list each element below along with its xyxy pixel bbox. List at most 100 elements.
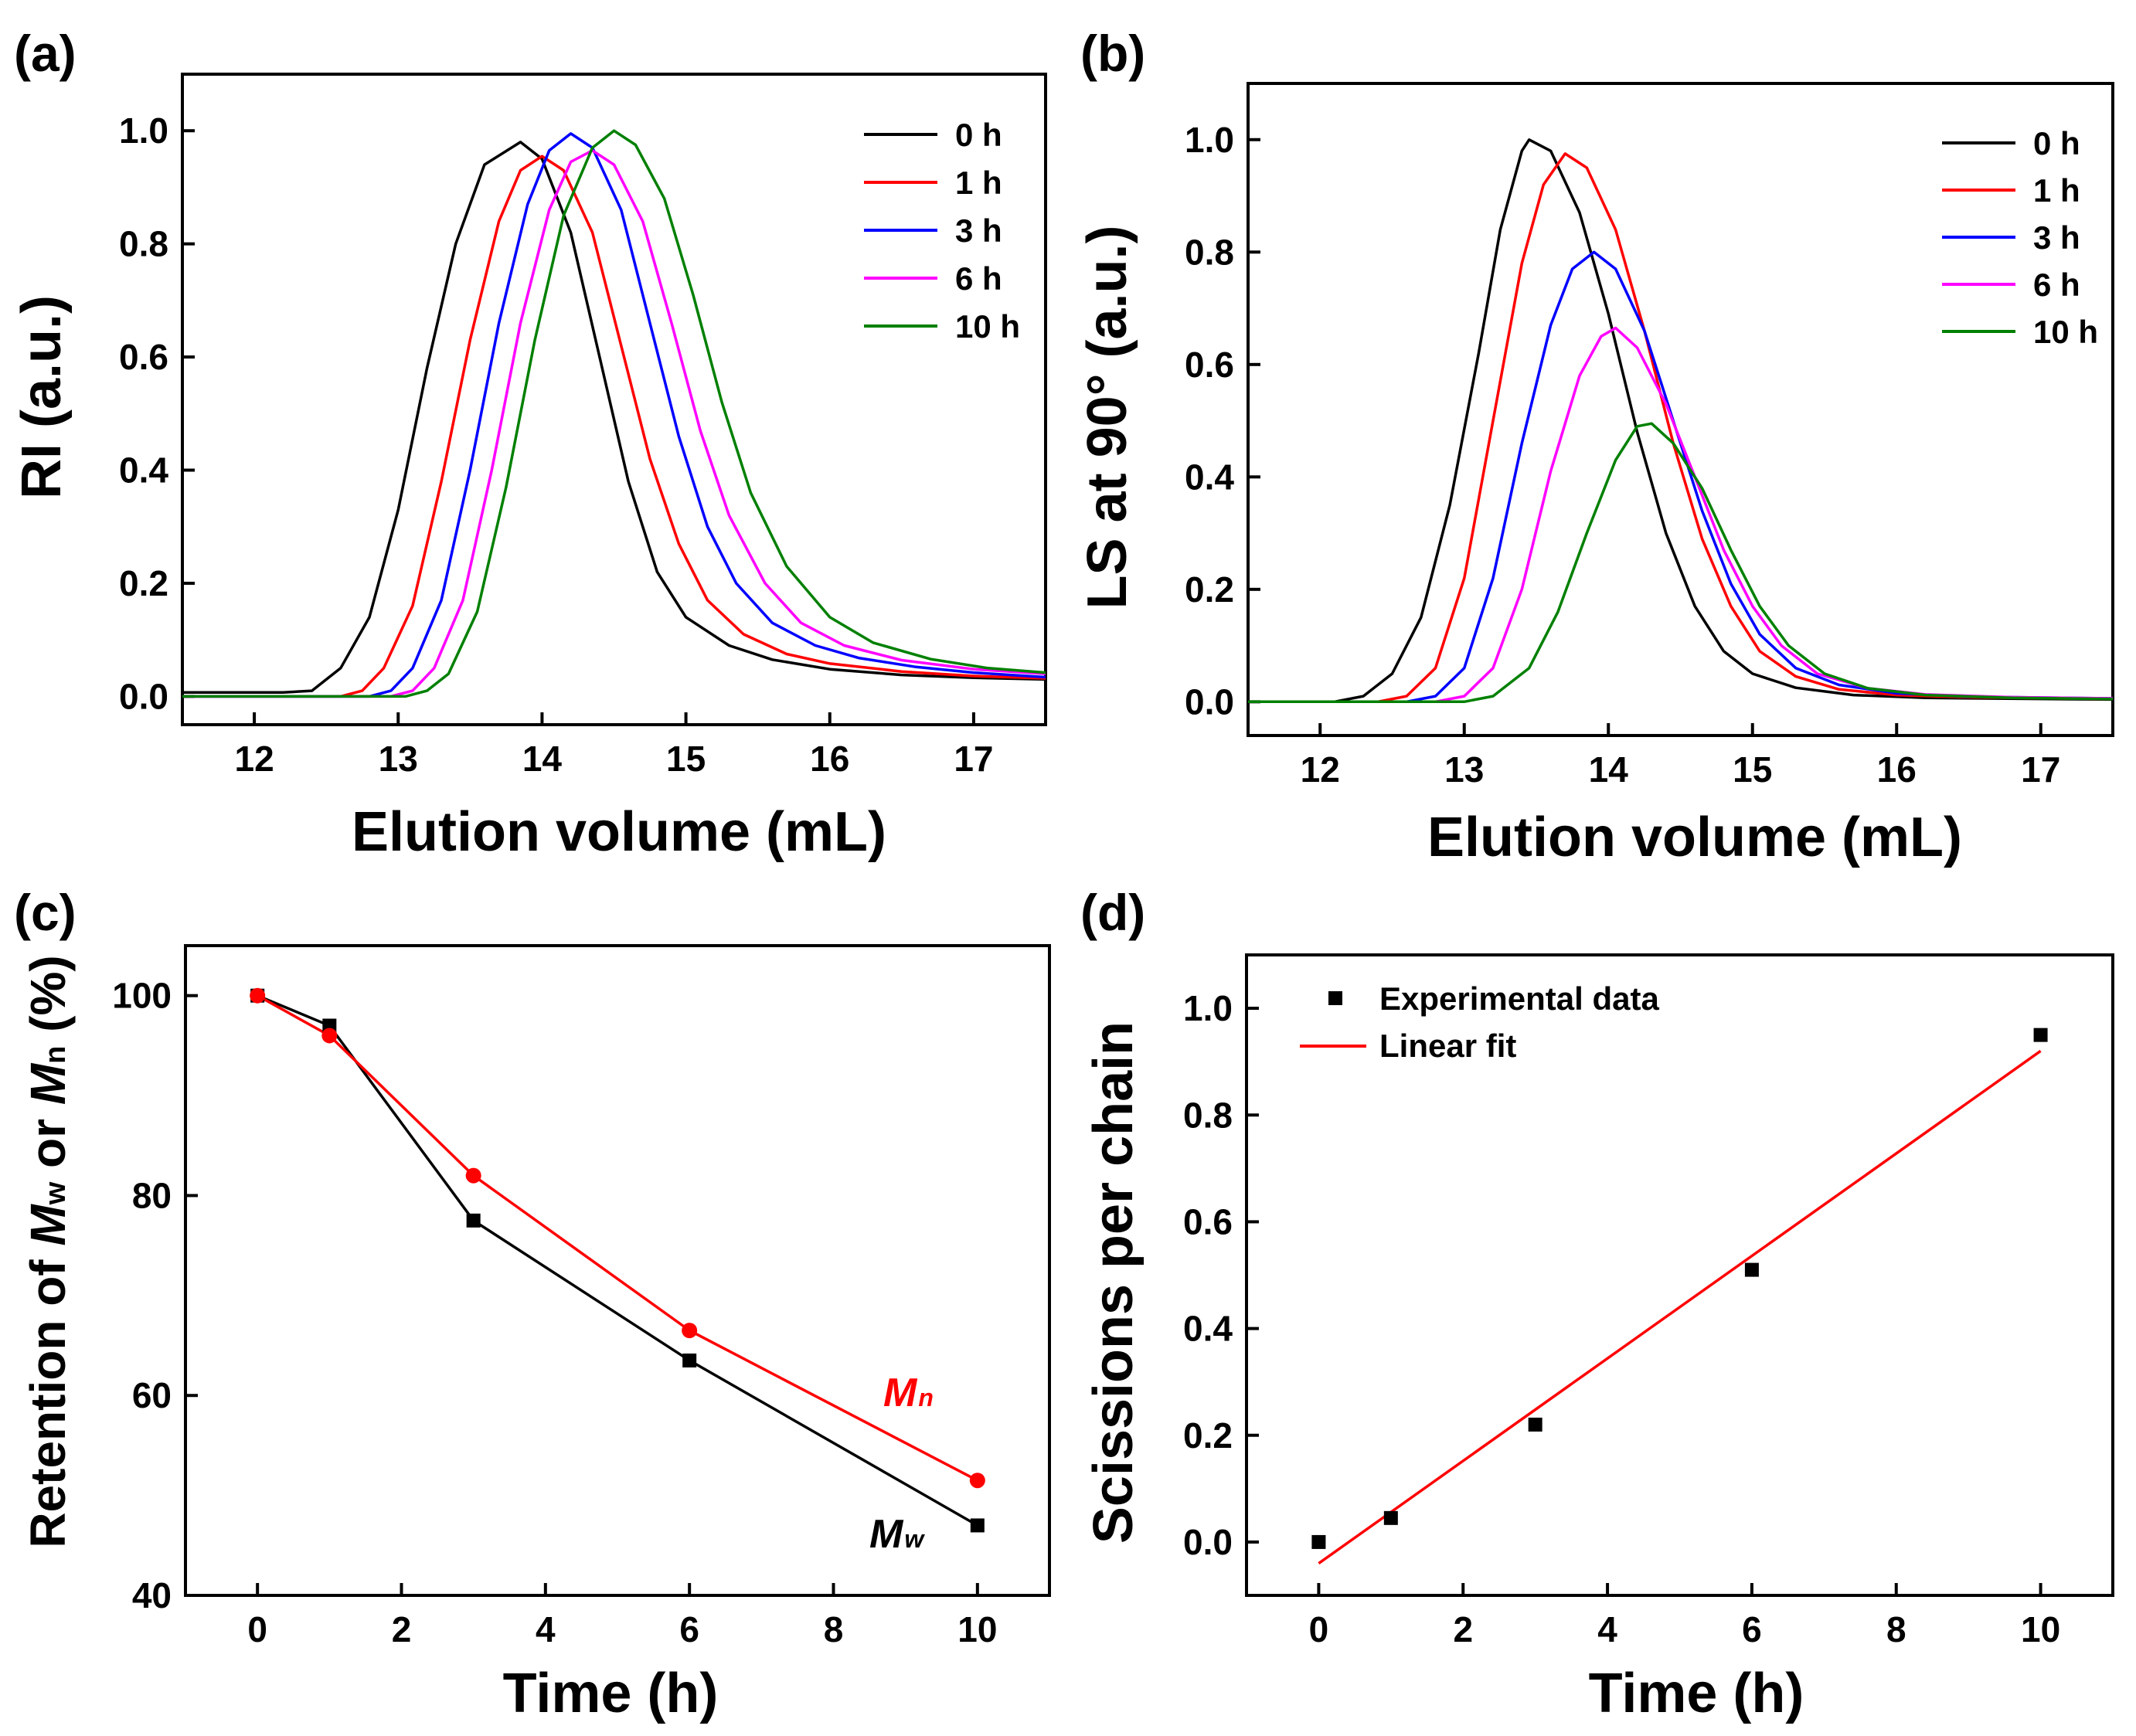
y-tick-label-d-0: 0.0 (1183, 1522, 1233, 1562)
panel-a: (a) Elution volume (mL) RI (a.u.) 12 13 14… (11, 25, 1047, 863)
legend-marker-d-0 (1328, 991, 1342, 1005)
point-d-1 (1383, 1510, 1398, 1525)
plot-frame-a (181, 73, 1047, 726)
panel-b-label: (b) (1080, 25, 1145, 82)
panel-a-ylabel: RI (a.u.) (11, 295, 73, 499)
annotation-mn-sub: n (918, 1384, 934, 1412)
annotation-mw: Mw (869, 1512, 925, 1557)
marker-c-0-3 (682, 1353, 697, 1367)
annotation-mn-main: M (883, 1371, 918, 1415)
panel-c: (c) Time (h) Retention of Mw or Mn (%) 0… (14, 884, 1051, 1724)
x-tick-label-c-3: 6 (679, 1609, 699, 1649)
fit-line-d (1318, 1049, 2042, 1564)
legend-label-b-4: 10 h (2033, 314, 2098, 350)
marker-c-0-2 (466, 1213, 481, 1228)
ylabel-part-pct: (%) (20, 955, 76, 1045)
x-tick-label-b-5: 17 (2021, 749, 2060, 790)
y-tick-label-b-4: 0.8 (1185, 232, 1234, 272)
legend-label-d-1: Linear fit (1379, 1028, 1516, 1064)
legend-label-a-4: 10 h (955, 308, 1020, 345)
y-tick-label-a-1: 0.2 (119, 563, 168, 603)
plot-frame-b (1247, 82, 2114, 737)
panel-a-plot: 12 13 14 15 16 17 0.0 0.2 0.4 0.6 0.8 1.0 0 h 1 h 3 h 6… (119, 73, 1047, 779)
legend-label-a-1: 1 h (955, 165, 1002, 201)
point-d-3 (1744, 1262, 1759, 1277)
marker-c-1-3 (682, 1323, 698, 1339)
x-tick-label-b-4: 16 (1877, 749, 1917, 790)
series-line-b-1 (1248, 152, 2114, 704)
x-tick-label-a-1: 13 (379, 739, 418, 779)
panel-b-plot: 12 13 14 15 16 17 0.0 0.2 0.4 0.6 0.8 1.0 0 h 1 h 3 h 6… (1185, 82, 2114, 790)
y-tick-label-d-4: 0.8 (1183, 1095, 1233, 1135)
y-tick-label-d-1: 0.2 (1183, 1415, 1233, 1456)
x-tick-label-d-3: 6 (1742, 1609, 1762, 1649)
panel-c-xlabel: Time (h) (503, 1663, 719, 1724)
legend-label-b-0: 0 h (2033, 125, 2080, 161)
legend-label-a-0: 0 h (955, 117, 1002, 153)
point-d-2 (1528, 1417, 1542, 1432)
legend-label-a-3: 6 h (955, 260, 1002, 297)
panel-d-plot: 0 2 4 6 8 10 0.0 0.2 0.4 0.6 0.8 1.0 Experimental da… (1183, 953, 2114, 1649)
series-line-a-2 (182, 132, 1046, 698)
series-line-b-0 (1248, 138, 2114, 704)
ylabel-part-n: n (39, 1046, 72, 1064)
x-tick-label-a-0: 12 (234, 739, 274, 779)
x-tick-label-d-4: 8 (1886, 1609, 1906, 1649)
marker-c-1-1 (321, 1028, 338, 1044)
panel-d-label: (d) (1080, 884, 1145, 941)
x-tick-label-b-2: 14 (1589, 749, 1629, 790)
x-tick-label-a-3: 15 (666, 739, 706, 779)
x-tick-label-d-0: 0 (1309, 1609, 1329, 1649)
series-line-a-4 (182, 129, 1046, 698)
marker-c-1-4 (969, 1473, 985, 1489)
x-tick-label-c-0: 0 (247, 1609, 267, 1649)
x-tick-label-d-1: 2 (1453, 1609, 1473, 1649)
point-d-4 (2033, 1028, 2048, 1042)
panel-c-ylabel: Retention of Mw or Mn (%) (20, 955, 76, 1547)
panel-a-xlabel: Elution volume (mL) (352, 801, 886, 863)
x-tick-label-c-4: 8 (824, 1609, 844, 1649)
y-tick-label-d-5: 1.0 (1183, 988, 1233, 1028)
y-tick-label-a-3: 0.6 (119, 337, 168, 377)
panel-c-label: (c) (14, 884, 77, 941)
x-tick-label-b-0: 12 (1301, 749, 1340, 790)
x-tick-label-d-5: 10 (2021, 1609, 2060, 1649)
y-tick-label-a-0: 0.0 (119, 676, 168, 716)
legend-label-b-2: 3 h (2033, 219, 2080, 256)
ylabel-part-m1: M (20, 1204, 76, 1246)
panel-b-ylabel: LS at 90° (a.u.) (1077, 226, 1138, 610)
y-tick-label-a-4: 0.8 (119, 224, 168, 264)
x-tick-label-c-2: 4 (536, 1609, 556, 1649)
series-line-b-2 (1248, 250, 2114, 704)
series-line-a-1 (182, 155, 1046, 698)
ylabel-part-retention: Retention of (20, 1246, 76, 1548)
legend-label-a-2: 3 h (955, 212, 1002, 249)
y-tick-label-d-3: 0.6 (1183, 1201, 1233, 1242)
point-d-0 (1311, 1534, 1326, 1549)
panel-a-label: (a) (14, 25, 77, 82)
y-tick-label-d-2: 0.4 (1183, 1309, 1233, 1349)
plot-frame-d (1245, 953, 2114, 1597)
ylabel-part-m2: M (20, 1062, 76, 1105)
y-tick-label-b-5: 1.0 (1185, 120, 1234, 160)
plot-frame-c (184, 944, 1051, 1597)
annotation-mw-sub: w (904, 1525, 925, 1553)
y-tick-label-b-1: 0.2 (1185, 569, 1234, 610)
x-tick-label-c-5: 10 (957, 1609, 997, 1649)
y-tick-label-a-5: 1.0 (119, 110, 168, 151)
annotation-mw-main: M (869, 1512, 904, 1557)
y-tick-label-c-1: 60 (132, 1375, 172, 1415)
x-tick-label-b-3: 15 (1733, 749, 1772, 790)
y-tick-label-a-2: 0.4 (119, 450, 168, 491)
x-tick-label-d-2: 4 (1597, 1609, 1617, 1649)
x-tick-label-a-2: 14 (522, 739, 563, 779)
series-line-b-4 (1248, 422, 2114, 704)
annotation-mn: Mn (883, 1371, 934, 1415)
y-tick-label-b-3: 0.6 (1185, 345, 1234, 385)
y-tick-label-c-0: 40 (132, 1575, 172, 1615)
panel-c-plot: 0 2 4 6 8 10 40 60 80 100 (112, 944, 1051, 1649)
x-tick-label-a-4: 16 (810, 739, 849, 779)
y-tick-label-c-2: 80 (132, 1175, 172, 1215)
x-tick-label-b-1: 13 (1444, 749, 1484, 790)
